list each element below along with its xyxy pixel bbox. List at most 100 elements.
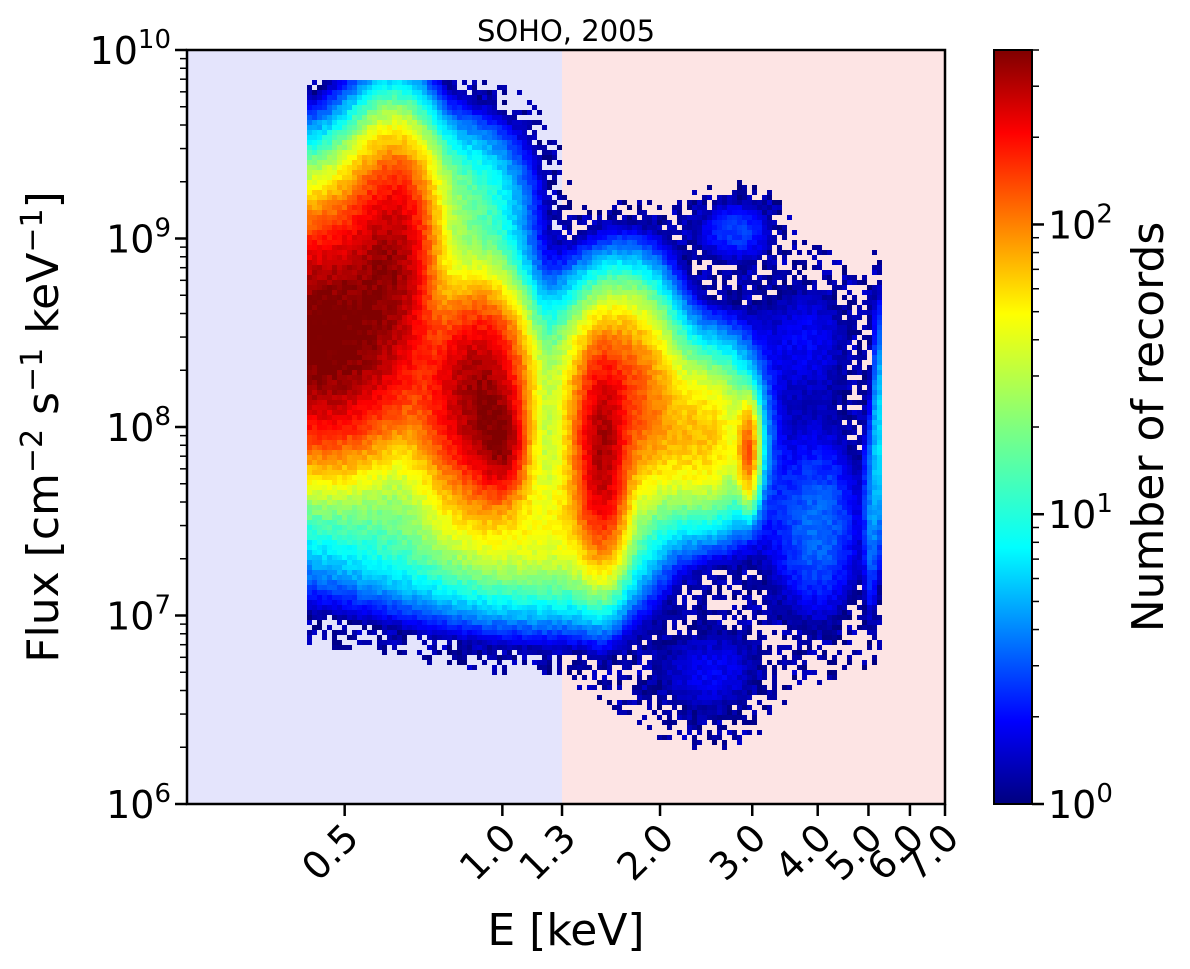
heatmap-cell (357, 180, 362, 185)
heatmap-cell (437, 160, 442, 165)
heatmap-cell (777, 225, 782, 230)
heatmap-cell (347, 135, 352, 140)
heatmap-cell (507, 215, 512, 220)
heatmap-cell (867, 335, 872, 340)
heatmap-cell (437, 115, 442, 120)
heatmap-cell (327, 290, 332, 295)
heatmap-cell (782, 360, 787, 365)
heatmap-cell (352, 265, 357, 270)
heatmap-cell (427, 185, 432, 190)
heatmap-cell (327, 230, 332, 235)
heatmap-cell (752, 325, 757, 330)
heatmap-cell (752, 225, 757, 230)
heatmap-cell (757, 355, 762, 360)
heatmap-cell (317, 225, 322, 230)
heatmap-cell (362, 125, 367, 130)
heatmap-cell (482, 165, 487, 170)
heatmap-cell (727, 260, 732, 265)
heatmap-cell (327, 365, 332, 370)
heatmap-cell (352, 365, 357, 370)
heatmap-cell (737, 345, 742, 350)
heatmap-cell (802, 340, 807, 345)
heatmap-cell (742, 285, 747, 290)
heatmap-cell (497, 235, 502, 240)
heatmap-cell (387, 85, 392, 90)
heatmap-cell (527, 365, 532, 370)
heatmap-cell (382, 130, 387, 135)
heatmap-cell (402, 150, 407, 155)
heatmap-cell (597, 255, 602, 260)
heatmap-cell (532, 150, 537, 155)
heatmap-cell (512, 155, 517, 160)
heatmap-cell (412, 255, 417, 260)
heatmap-cell (637, 385, 642, 390)
heatmap-cell (387, 370, 392, 375)
heatmap-cell (542, 365, 547, 370)
heatmap-cell (767, 275, 772, 280)
heatmap-cell (742, 335, 747, 340)
heatmap-cell (402, 160, 407, 165)
heatmap-cell (767, 370, 772, 375)
heatmap-cell (417, 245, 422, 250)
heatmap-cell (392, 275, 397, 280)
heatmap-cell (492, 220, 497, 225)
heatmap-cell (512, 200, 517, 205)
heatmap-cell (757, 240, 762, 245)
heatmap-cell (417, 180, 422, 185)
heatmap-cell (367, 255, 372, 260)
heatmap-cell (852, 275, 857, 280)
heatmap-cell (487, 185, 492, 190)
heatmap-cell (842, 355, 847, 360)
heatmap-cell (432, 285, 437, 290)
heatmap-cell (652, 285, 657, 290)
heatmap-cell (502, 325, 507, 330)
heatmap-cell (427, 170, 432, 175)
heatmap-cell (367, 310, 372, 315)
heatmap-cell (407, 310, 412, 315)
heatmap-cell (482, 230, 487, 235)
heatmap-cell (867, 295, 872, 300)
heatmap-cell (437, 175, 442, 180)
heatmap-cell (537, 270, 542, 275)
heatmap-cell (447, 190, 452, 195)
heatmap-cell (437, 380, 442, 385)
heatmap-cell (422, 125, 427, 130)
heatmap-cell (357, 250, 362, 255)
heatmap-cell (762, 290, 767, 295)
heatmap-cell (587, 215, 592, 220)
heatmap-cell (387, 190, 392, 195)
heatmap-cell (467, 200, 472, 205)
heatmap-cell (797, 250, 802, 255)
heatmap-cell (532, 235, 537, 240)
heatmap-cell (507, 330, 512, 335)
heatmap-cell (462, 210, 467, 215)
heatmap-cell (597, 220, 602, 225)
heatmap-cell (427, 330, 432, 335)
heatmap-cell (407, 235, 412, 240)
heatmap-cell (347, 105, 352, 110)
heatmap-cell (477, 250, 482, 255)
heatmap-cell (312, 270, 317, 275)
heatmap-cell (727, 330, 732, 335)
heatmap-cell (347, 260, 352, 265)
heatmap-cell (312, 140, 317, 145)
heatmap-cell (422, 145, 427, 150)
heatmap-cell (377, 195, 382, 200)
heatmap-cell (617, 265, 622, 270)
heatmap-cell (837, 325, 842, 330)
heatmap-cell (337, 365, 342, 370)
heatmap-cell (537, 305, 542, 310)
heatmap-cell (732, 195, 737, 200)
heatmap-cell (692, 295, 697, 300)
heatmap-cell (647, 355, 652, 360)
heatmap-cell (522, 145, 527, 150)
heatmap-cell (632, 235, 637, 240)
heatmap-cell (507, 165, 512, 170)
heatmap-cell (462, 330, 467, 335)
heatmap-cell (817, 350, 822, 355)
heatmap-cell (572, 265, 577, 270)
heatmap-cell (467, 135, 472, 140)
heatmap-cell (447, 250, 452, 255)
heatmap-cell (472, 90, 477, 95)
heatmap-cell (437, 355, 442, 360)
